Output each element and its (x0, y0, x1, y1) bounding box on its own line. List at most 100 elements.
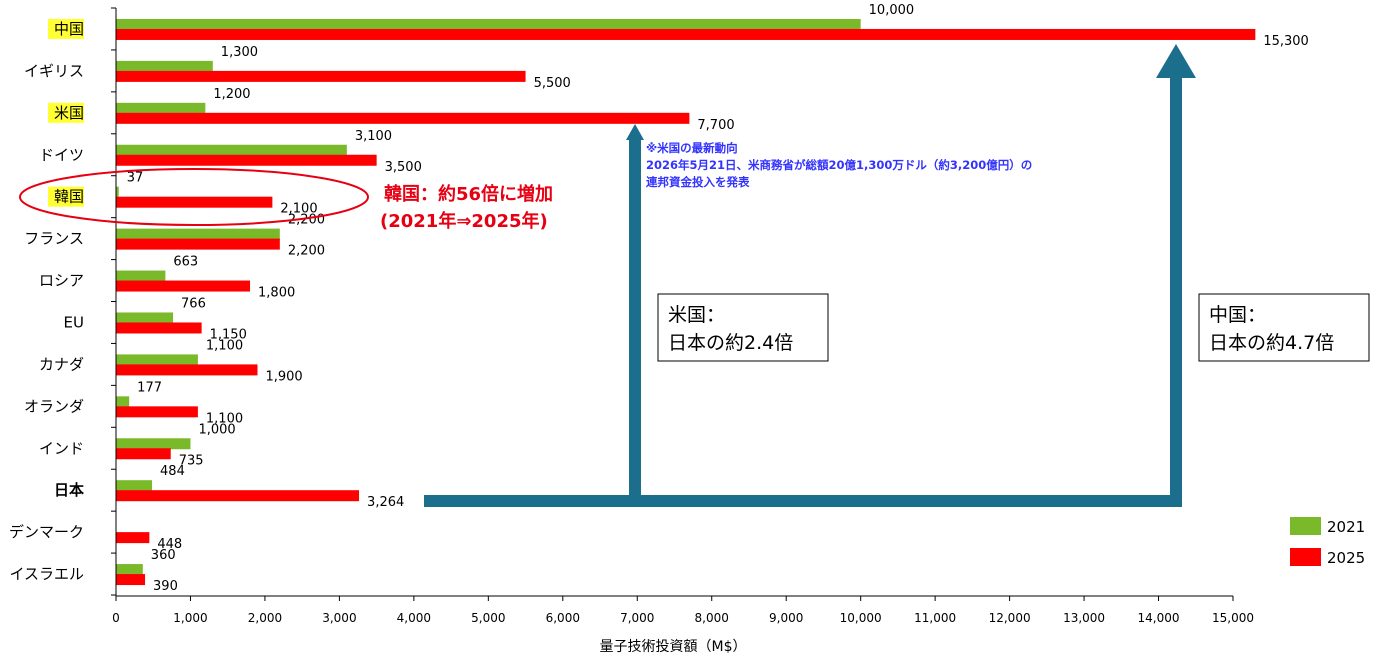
us-ratio-line2: 日本の約2.4倍 (668, 332, 793, 354)
bar-2021-11 (116, 480, 153, 492)
data-label-2025-9: 1,100 (206, 411, 243, 426)
bar-2025-11 (116, 490, 360, 502)
us-note-line3: 連邦資金投入を発表 (646, 175, 750, 189)
data-label-2025-0: 15,300 (1263, 34, 1309, 49)
bar-2025-5 (116, 238, 280, 250)
bar-2025-13 (116, 574, 146, 586)
data-label-2021-2: 1,200 (213, 87, 250, 102)
category-highlight-4 (48, 186, 84, 207)
bar-2021-13 (116, 564, 143, 576)
x-tick-label-7: 7,000 (620, 611, 654, 625)
category-label-7: EU (64, 313, 84, 331)
bar-2021-4 (116, 186, 119, 198)
x-tick-label-14: 14,000 (1138, 611, 1180, 625)
bar-2025-0 (116, 28, 1256, 40)
data-label-2021-4: 37 (127, 171, 144, 186)
category-label-8: カナダ (39, 355, 84, 373)
bar-2021-0 (116, 18, 861, 30)
data-label-2025-7: 1,150 (210, 327, 247, 342)
bar-2021-7 (116, 312, 174, 324)
data-label-2021-1: 1,300 (221, 45, 258, 60)
data-label-2021-11: 484 (160, 464, 185, 479)
bar-2025-4 (116, 196, 273, 208)
cn-arrow-head (1156, 44, 1196, 78)
category-label-6: ロシア (39, 272, 84, 290)
category-highlight-0 (48, 18, 84, 39)
data-label-2025-12: 448 (157, 537, 182, 552)
bar-2025-3 (116, 154, 377, 166)
data-label-2025-5: 2,200 (288, 244, 325, 259)
korea-highlight-ellipse (19, 168, 369, 226)
bar-2021-8 (116, 354, 198, 366)
data-label-2021-3: 3,100 (355, 129, 392, 144)
x-tick-label-4: 4,000 (397, 611, 431, 625)
x-tick-label-5: 5,000 (471, 611, 505, 625)
x-tick-label-2: 2,000 (248, 611, 282, 625)
legend: 2021 2025 (1290, 517, 1365, 567)
x-tick-label-6: 6,000 (546, 611, 580, 625)
x-tick-label-12: 12,000 (989, 611, 1031, 625)
bar-2025-12 (116, 532, 150, 544)
cn-ratio-box (1198, 293, 1370, 362)
data-label-2025-11: 3,264 (367, 495, 404, 510)
category-label-0: 中国 (54, 20, 84, 38)
us-arrow-shaft (629, 140, 641, 507)
x-tick-label-15: 15,000 (1212, 611, 1254, 625)
data-label-2025-10: 735 (179, 453, 204, 468)
bar-2025-9 (116, 406, 198, 418)
legend-swatch-2025 (1290, 548, 1321, 566)
category-label-12: デンマーク (9, 523, 84, 541)
x-tick-label-0: 0 (112, 611, 120, 625)
bar-2021-1 (116, 60, 213, 72)
data-label-2025-3: 3,500 (385, 160, 422, 175)
legend-label-2021: 2021 (1327, 518, 1365, 536)
bar-2025-10 (116, 448, 171, 460)
category-label-2: 米国 (54, 104, 84, 122)
data-label-2021-9: 177 (137, 380, 162, 395)
us-ratio-box (657, 293, 829, 362)
comparison-arrows (424, 44, 1196, 507)
category-label-1: イギリス (24, 62, 84, 80)
bar-2025-6 (116, 280, 251, 292)
bar-2021-5 (116, 228, 280, 240)
data-label-2025-4: 2,100 (280, 202, 317, 217)
x-tick-label-8: 8,000 (695, 611, 729, 625)
us-arrow-head (626, 124, 644, 140)
data-label-2021-10: 1,000 (198, 422, 235, 437)
bar-2025-8 (116, 364, 258, 376)
korea-annotation-line2: (2021年⇒2025年) (380, 210, 548, 232)
bar-2025-1 (116, 70, 526, 82)
legend-swatch-2021 (1290, 517, 1321, 535)
bar-2021-3 (116, 144, 347, 156)
legend-label-2025: 2025 (1327, 549, 1365, 567)
arrow-base-bar (424, 495, 1182, 507)
category-label-4: 韓国 (54, 188, 84, 206)
category-label-5: フランス (24, 230, 84, 248)
bar-2021-9 (116, 396, 130, 408)
x-tick-label-10: 10,000 (840, 611, 882, 625)
category-label-3: ドイツ (39, 146, 84, 164)
data-label-2025-6: 1,800 (258, 286, 295, 301)
x-tick-label-13: 13,000 (1063, 611, 1105, 625)
data-label-2021-6: 663 (173, 255, 198, 270)
cn-ratio-line2: 日本の約4.7倍 (1209, 332, 1334, 354)
x-tick-label-3: 3,000 (322, 611, 356, 625)
data-label-2025-8: 1,900 (265, 369, 302, 384)
us-ratio-line1: 米国： (668, 304, 725, 326)
us-note-line1: ※米国の最新動向 (646, 141, 738, 155)
data-label-2021-0: 10,000 (869, 3, 915, 18)
bar-2021-10 (116, 438, 191, 450)
x-axis-label: 量子技術投資額（M$） (600, 639, 747, 655)
category-label-13: イスラエル (9, 565, 84, 583)
category-label-10: インド (39, 439, 84, 457)
annotations-layer: 韓国：約56倍に増加 (2021年⇒2025年) ※米国の最新動向 2026年5… (19, 44, 1370, 507)
cn-ratio-line1: 中国： (1209, 304, 1266, 326)
data-label-2021-13: 360 (151, 548, 176, 563)
bar-2025-2 (116, 112, 690, 124)
bar-2021-6 (116, 270, 166, 282)
bars-layer: 10,000 15,300 1,300 5,500 1,200 7,700 3,100 3,5… (116, 3, 1309, 594)
data-label-2021-7: 766 (181, 296, 206, 311)
data-label-2025-1: 5,500 (534, 76, 571, 91)
korea-annotation-line1: 韓国：約56倍に増加 (384, 183, 553, 205)
